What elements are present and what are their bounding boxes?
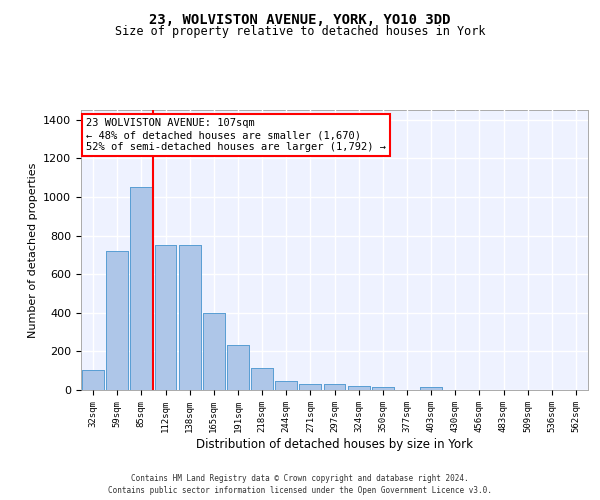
Bar xyxy=(348,386,370,390)
Text: Size of property relative to detached houses in York: Size of property relative to detached ho… xyxy=(115,25,485,38)
Y-axis label: Number of detached properties: Number of detached properties xyxy=(28,162,38,338)
Bar xyxy=(323,384,346,390)
Bar xyxy=(299,384,321,390)
X-axis label: Distribution of detached houses by size in York: Distribution of detached houses by size … xyxy=(196,438,473,450)
Bar xyxy=(420,387,442,390)
Bar xyxy=(106,251,128,390)
Text: 23, WOLVISTON AVENUE, YORK, YO10 3DD: 23, WOLVISTON AVENUE, YORK, YO10 3DD xyxy=(149,12,451,26)
Bar xyxy=(323,384,346,390)
Bar xyxy=(130,187,152,390)
Bar xyxy=(179,245,200,390)
Bar xyxy=(82,370,104,390)
Bar xyxy=(130,187,152,390)
Bar xyxy=(348,386,370,390)
Bar xyxy=(179,245,200,390)
Bar xyxy=(106,251,128,390)
Bar xyxy=(203,313,224,390)
Bar xyxy=(275,382,297,390)
Bar xyxy=(299,384,321,390)
Text: 23 WOLVISTON AVENUE: 107sqm
← 48% of detached houses are smaller (1,670)
52% of : 23 WOLVISTON AVENUE: 107sqm ← 48% of det… xyxy=(86,118,386,152)
Bar xyxy=(227,344,249,390)
Bar xyxy=(275,382,297,390)
Text: Contains HM Land Registry data © Crown copyright and database right 2024.
Contai: Contains HM Land Registry data © Crown c… xyxy=(108,474,492,495)
Bar xyxy=(155,245,176,390)
Bar xyxy=(251,368,273,390)
Bar xyxy=(203,313,224,390)
Bar xyxy=(82,370,104,390)
Bar xyxy=(155,245,176,390)
Bar xyxy=(420,387,442,390)
Bar xyxy=(227,344,249,390)
Bar xyxy=(372,387,394,390)
Bar xyxy=(251,368,273,390)
Bar xyxy=(372,387,394,390)
